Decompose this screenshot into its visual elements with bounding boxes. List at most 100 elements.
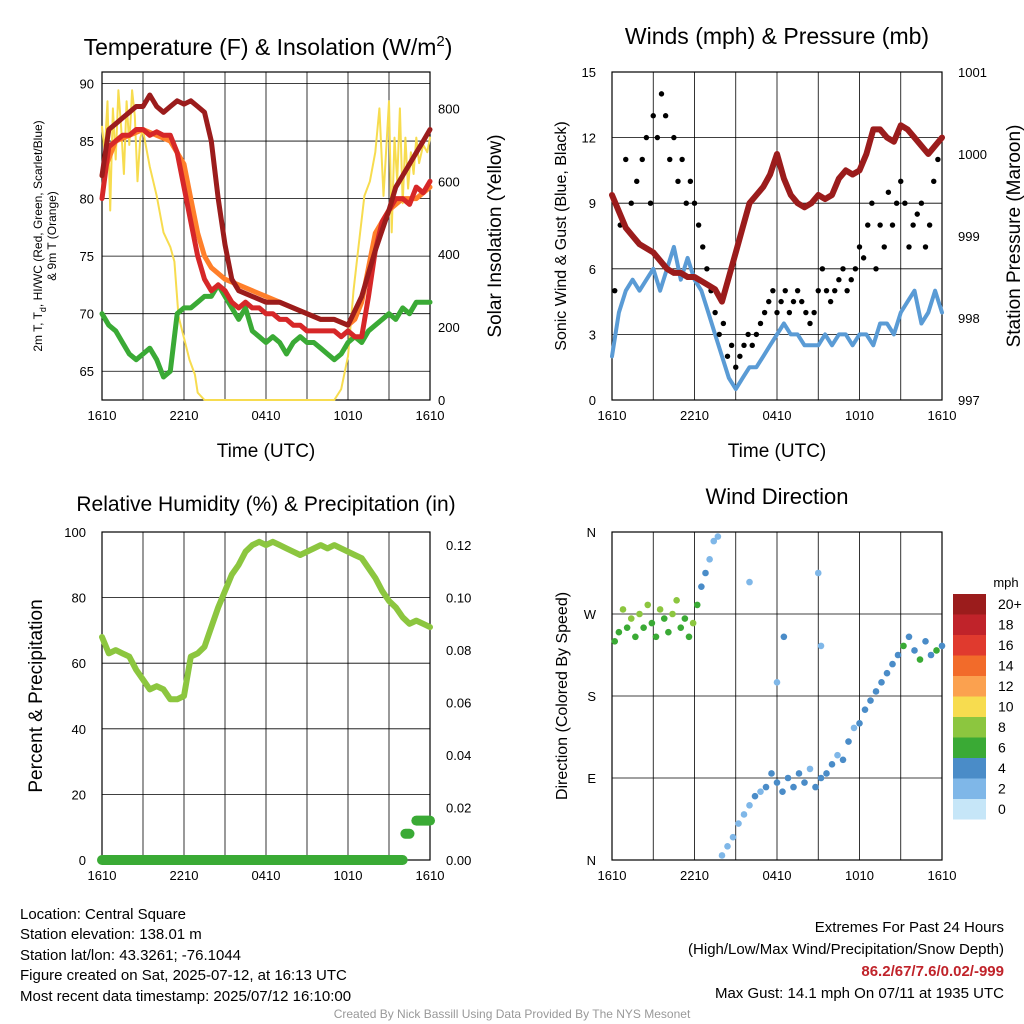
direction-point [710,537,718,545]
legend-swatch [953,758,986,779]
chart-4-ylabel-left: Direction (Colored By Speed) [554,592,571,800]
direction-point [867,697,874,704]
gust-point [819,266,826,272]
legend-swatch [953,696,986,717]
y-tick-right: 200 [438,320,460,335]
x-tick-label: 1010 [334,408,363,423]
direction-point [911,647,918,654]
y-tick-right: 0.06 [446,696,471,711]
gust-point [733,364,739,370]
direction-point [894,651,902,659]
direction-point [677,624,685,631]
direction-point [872,688,880,695]
gust-point [639,156,645,163]
gust-point [877,222,883,228]
y-tick-left: N [587,525,596,540]
direction-point [784,774,792,782]
legend-label: 12 [998,678,1014,694]
direction-point [806,765,814,773]
y-tick-right: 0.08 [446,643,471,658]
extremes-values: 86.2/67/7.6/0.02/-999 [861,963,1004,980]
gust-point [815,287,821,294]
direction-point [938,642,946,650]
timestamp-text: Most recent data timestamp: 2025/07/12 1… [20,987,352,1005]
gust-point [700,244,706,250]
direction-point [735,820,742,827]
gust-point [623,156,629,163]
direction-point [718,852,726,859]
y-tick-left: E [587,771,596,786]
gust-point [643,134,650,141]
gust-point [803,309,809,316]
location-text: Location: Central Square [20,906,186,923]
y-tick-left: S [587,689,596,704]
direction-point [615,628,623,636]
direction-point [773,679,781,686]
y-tick-left: 9 [589,196,596,211]
chart-1-grid [142,72,390,400]
gust-point [766,298,772,305]
direction-point [729,833,737,841]
gust-point [902,200,908,206]
direction-point [619,606,627,613]
direction-point [623,624,631,631]
x-tick-label: 1010 [845,408,874,423]
direction-point [689,619,697,627]
gust-point [671,134,677,141]
y-tick-left: 80 [72,591,86,606]
y-tick-left: 75 [80,249,94,264]
direction-point [740,811,748,818]
chart-3-title: Relative Humidity (%) & Precipitation (i… [76,493,455,516]
direction-point [681,615,689,622]
direction-point [790,783,797,791]
x-tick-label: 1610 [88,868,117,883]
direction-point [834,751,841,759]
gust-point [691,200,698,206]
direction-point [933,647,940,654]
gust-point [794,287,801,294]
x-tick-label: 1610 [416,408,445,423]
x-tick-label: 0410 [252,408,281,423]
y-tick-left: 80 [80,192,94,207]
x-tick-label: 1610 [416,868,445,883]
legend-swatch [953,635,986,656]
direction-point [669,610,676,618]
direction-point [640,624,647,631]
direction-point [812,783,819,791]
y-tick-left: 0 [589,393,596,408]
legend-swatch [953,778,986,799]
legend-label: 18 [998,617,1014,633]
legend-swatch [953,799,986,820]
y-tick-left: 60 [72,656,86,671]
y-tick-right: 0.04 [446,748,471,763]
y-tick-right: 0 [438,393,445,408]
y-tick-right: 0.02 [446,801,471,816]
y-tick-right: 600 [438,174,460,189]
direction-point [660,615,668,622]
legend-title: mph [993,575,1018,590]
extremes-info: Extremes For Past 24 Hours (High/Low/Max… [688,917,1004,1005]
gust-point [761,309,768,316]
series-heat-index [99,92,433,328]
gust-point [667,156,673,163]
x-tick-label: 2210 [170,868,199,883]
direction-point [845,738,852,745]
gust-point [873,266,879,272]
legend-label: 4 [998,760,1006,776]
gust-point [757,320,764,327]
gust-point [827,298,834,305]
credit-text: Created By Nick Bassill Using Data Provi… [333,1007,691,1021]
extremes-title: Extremes For Past 24 Hours [814,919,1004,936]
y-tick-right: 1001 [958,65,987,80]
gust-point [782,287,788,294]
gust-point [914,211,920,217]
gust-point [634,178,640,185]
gust-point [737,353,743,359]
y-tick-left: 0 [79,853,86,868]
direction-point [795,770,803,777]
x-tick-label: 1610 [928,868,957,883]
direction-point [611,638,619,645]
gust-point [720,320,727,327]
gust-point [745,331,751,338]
x-tick-label: 0410 [763,868,792,883]
